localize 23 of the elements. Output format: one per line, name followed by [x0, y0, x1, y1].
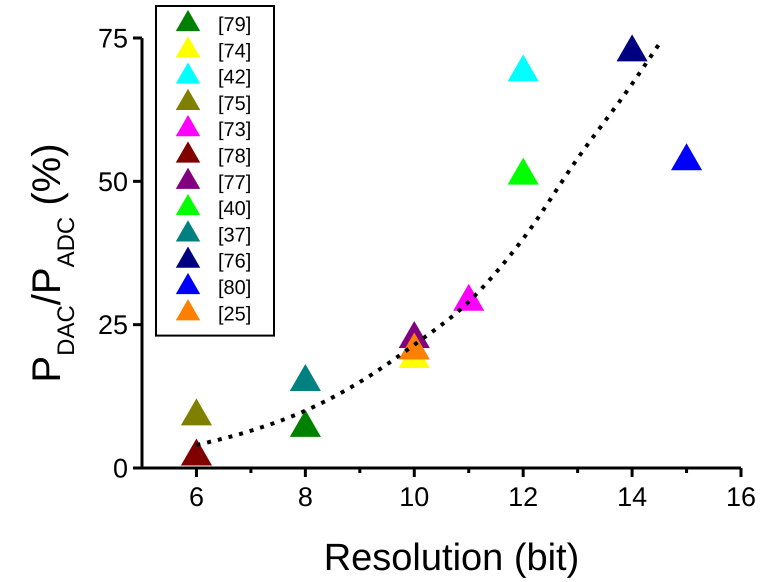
- legend-label: [75]: [218, 92, 252, 115]
- legend-label: [40]: [218, 198, 252, 220]
- legend-label: [78]: [218, 146, 252, 168]
- x-tick-label: 6: [188, 482, 204, 512]
- x-axis-title: Resolution (bit): [324, 537, 580, 579]
- legend-label: [37]: [218, 224, 252, 246]
- legend-label: [25]: [218, 303, 252, 326]
- x-tick-label: 12: [508, 482, 538, 512]
- x-tick-label: 8: [298, 482, 313, 512]
- x-tick-label: 10: [399, 482, 430, 512]
- y-tick-label: 75: [98, 23, 128, 54]
- legend-label: [74]: [218, 40, 252, 62]
- y-tick-label: 50: [98, 166, 128, 197]
- x-tick-label: 16: [726, 482, 756, 512]
- legend-label: [42]: [218, 66, 252, 89]
- y-tick-label: 0: [112, 453, 128, 484]
- legend-label: [77]: [218, 172, 252, 194]
- legend-label: [79]: [218, 14, 252, 36]
- legend-label: [73]: [218, 119, 252, 142]
- legend-label: [76]: [218, 250, 252, 273]
- x-tick-label: 14: [617, 482, 648, 512]
- y-tick-label: 25: [98, 310, 128, 340]
- legend-label: [80]: [218, 277, 252, 299]
